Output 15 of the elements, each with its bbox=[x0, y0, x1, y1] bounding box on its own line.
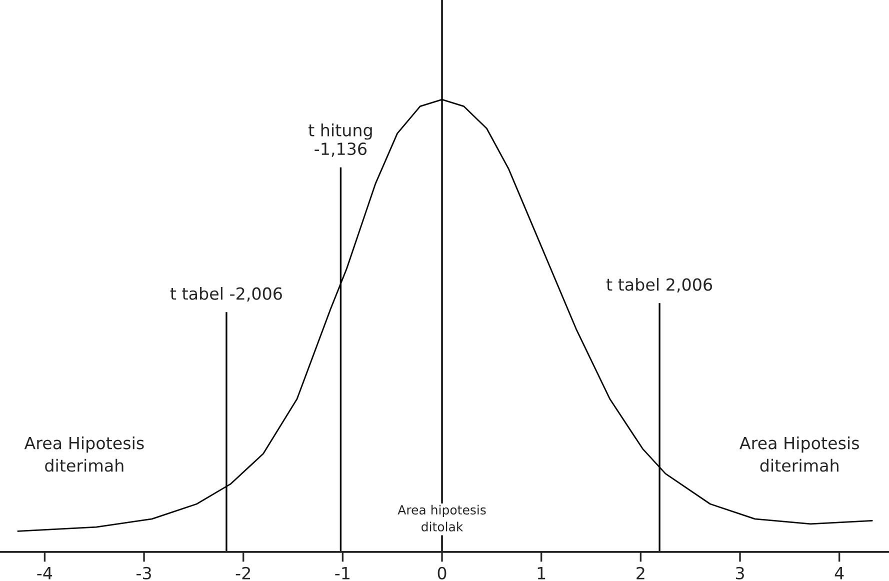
x-tick-label: -4 bbox=[37, 567, 52, 580]
x-tick-label: 1 bbox=[538, 567, 546, 580]
x-tick-label: 2 bbox=[636, 566, 644, 580]
annotation: Area Hipotesis diterimah bbox=[24, 436, 144, 472]
ref-line-label: t hitung -1,136 bbox=[308, 124, 372, 157]
x-tick-label: 0 bbox=[438, 566, 446, 580]
x-tick-label: 4 bbox=[834, 567, 844, 580]
x-tick-label: -3 bbox=[136, 566, 151, 580]
annotation: Area hipotesis ditolak bbox=[398, 504, 486, 532]
annotation: Area Hipotesis diterimah bbox=[740, 436, 859, 472]
x-tick-label: -1 bbox=[335, 567, 350, 580]
ref-line-label: t tabel 2,006 bbox=[606, 278, 712, 293]
x-tick-label: -2 bbox=[236, 566, 250, 580]
x-tick-label: 3 bbox=[736, 566, 744, 580]
ref-line-label: t tabel -2,006 bbox=[170, 286, 282, 302]
